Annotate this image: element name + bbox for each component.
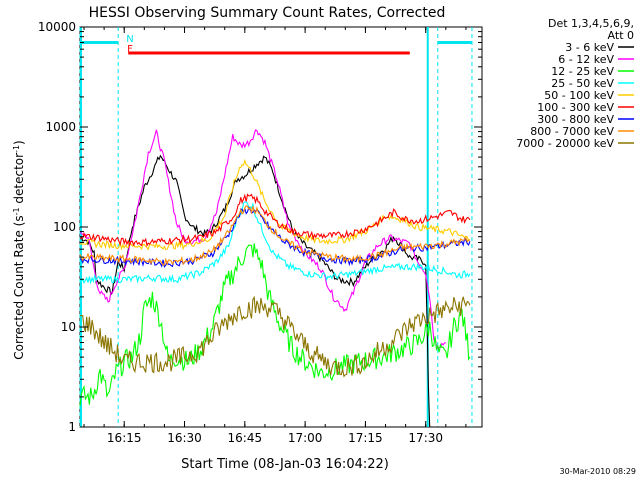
y-label-sup1: -1 <box>12 207 21 215</box>
legend-title-2: Att 0 <box>608 29 634 42</box>
legend-label: 100 - 300 keV <box>537 101 614 114</box>
y-label-sup2: -1 <box>12 145 21 153</box>
legend-label: 300 - 800 keV <box>537 113 614 126</box>
y-tick-label: 100 <box>53 220 76 234</box>
x-tick-label: 17:00 <box>288 431 323 445</box>
series-line-7 <box>79 205 470 266</box>
x-tick-label: 16:15 <box>107 431 142 445</box>
series-line-3 <box>79 201 471 285</box>
legend-label: 6 - 12 keV <box>558 53 614 66</box>
x-tick-label: 17:30 <box>408 431 443 445</box>
series-line-0 <box>79 154 448 428</box>
legend-label: 7000 - 20000 keV <box>516 137 614 150</box>
y-label-mid: detector <box>12 153 26 208</box>
x-tick-label: 16:45 <box>228 431 263 445</box>
series-line-1 <box>79 129 446 350</box>
series-line-5 <box>79 193 471 247</box>
axes: 16:15 16:30 16:45 17:00 17:15 17:30 1 10 100 1000… <box>38 20 482 445</box>
legend-title-1: Det 1,3,4,5,6,9, <box>548 17 634 30</box>
series-line-8 <box>79 295 471 378</box>
chart-title: HESSI Observing Summary Count Rates, Cor… <box>89 5 446 21</box>
svg-text:Corrected Count Rate (s-1 dete: Corrected Count Rate (s-1 detector-1) <box>12 140 27 359</box>
footer-timestamp: 30-Mar-2010 08:29 <box>560 467 637 476</box>
y-tick-label: 10000 <box>38 20 76 34</box>
series-line-2 <box>79 243 471 407</box>
y-tick-label: 10 <box>61 320 76 334</box>
y-label-main: Corrected Count Rate (s <box>12 215 26 359</box>
legend-label: 25 - 50 keV <box>551 77 614 90</box>
y-axis-label: Corrected Count Rate (s-1 detector-1) <box>12 140 27 359</box>
flag-night-label: N <box>126 34 133 45</box>
y-label-end: ) <box>12 140 26 145</box>
x-axis-label: Start Time (08-Jan-03 16:04:22) <box>181 457 389 472</box>
y-tick-label: 1 <box>68 420 76 434</box>
series-layer <box>79 129 471 428</box>
flag-flare-label: F <box>127 44 133 55</box>
x-tick-label: 16:30 <box>167 431 202 445</box>
y-tick-label: 1000 <box>45 120 76 134</box>
x-tick-label: 17:15 <box>348 431 383 445</box>
legend-label: 800 - 7000 keV <box>530 125 614 138</box>
legend-label: 12 - 25 keV <box>551 65 614 78</box>
legend-label: 3 - 6 keV <box>565 41 614 54</box>
legend-label: 50 - 100 keV <box>544 89 614 102</box>
